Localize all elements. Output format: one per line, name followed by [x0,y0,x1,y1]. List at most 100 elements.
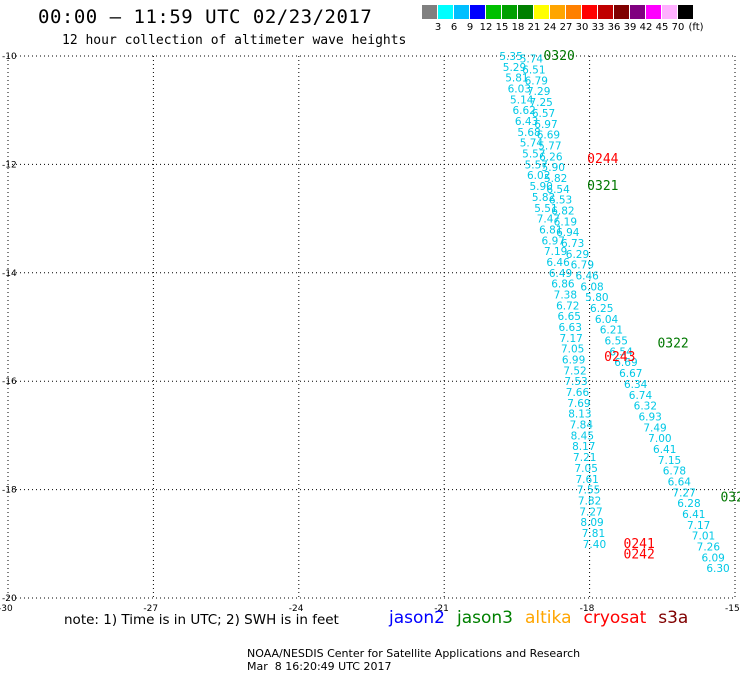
pass-time-label: 0242 [624,548,655,563]
swh-value: 6.28 [677,498,700,510]
legend-label: 15 [495,22,509,33]
swh-value: 6.41 [653,444,676,456]
swh-value: 6.79 [571,260,594,272]
swh-value: 6.64 [668,476,692,488]
swh-value: 6.19 [554,216,577,228]
satellite-legend: jason2 jason3 altika cryosat s3a [389,608,700,628]
lat-tick-label: -16 [2,377,17,387]
legend-swatch [630,5,646,19]
swh-value: 7.84 [570,420,594,432]
swh-value: 6.43 [515,116,538,128]
swh-value: 5.74 [520,54,544,66]
swh-value: 6.08 [580,281,603,293]
swh-value: 7.19 [544,246,567,258]
legend-swatch [582,5,598,19]
lon-tick-label: -30 [0,604,13,614]
swh-value: 7.27 [672,487,695,499]
swh-value: 8.45 [571,430,594,442]
swh-value: 8.13 [568,409,591,421]
swh-value: 7.66 [566,387,590,399]
swh-value: 6.34 [624,379,648,391]
swh-value: 6.97 [542,235,565,247]
swh-value: 6.99 [562,355,585,367]
swh-value: 5.29 [503,62,526,74]
swh-value: 6.03 [508,84,531,96]
swh-value: 7.00 [648,433,671,445]
legend-unit: (ft) [688,22,704,33]
legend-label: 21 [527,22,541,33]
swh-value: 6.69 [537,130,560,142]
color-scale-labels: 3 6 9 12 15 18 21 24 27 30 33 36 39 42 45 70 (ft) [422,22,740,36]
legend-swatch [422,5,438,19]
legend-swatch [518,5,534,19]
swh-value: 6.63 [559,322,582,334]
pass-time-label: 0320 [544,49,575,64]
swh-value: 6.29 [566,249,589,261]
altimeter-map: -10 -12 -14 -16 -18 -20-30 -27 -24 -21 -18 -15 5.3… [0,49,740,614]
legend-swatch [454,5,470,19]
color-scale-legend: 3 6 9 12 15 18 21 24 27 30 33 36 39 42 45 70 (ft) [422,5,740,36]
swh-value: 6.51 [522,65,545,77]
swh-value: 6.72 [556,300,579,312]
swh-value: 5.68 [517,127,540,139]
swh-value: 7.25 [529,97,552,109]
swh-value: 7.69 [567,398,590,410]
swh-value: 7.82 [578,495,601,507]
grid-layer [7,55,736,599]
footer: NOAA/NESDIS Center for Satellite Applica… [240,634,608,673]
swh-value: 6.74 [629,390,653,402]
swh-value: 5.77 [538,140,561,152]
swh-value: 7.40 [583,539,606,551]
swh-value: 7.52 [563,365,586,377]
legend-swatch [646,5,662,19]
swh-value: 6.04 [595,314,619,326]
legend-label: 45 [655,22,669,33]
legend-swatch [614,5,630,19]
swh-value: 5.80 [585,292,608,304]
swh-value: 7.61 [575,474,598,486]
swh-value: 5.74 [520,138,544,150]
legend-label: 27 [559,22,573,33]
swh-value: 6.25 [590,303,613,315]
swh-value: 6.81 [539,224,562,236]
lon-tick-label: -27 [143,604,158,614]
swh-value: 7.05 [575,463,598,475]
pass-time-label: 0241 [624,537,655,552]
swh-value: 6.46 [546,257,570,269]
swh-value: 7.38 [554,289,577,301]
swh-value: 7.81 [582,528,605,540]
swh-value: 5.82 [532,192,555,204]
swh-value: 7.17 [559,333,582,345]
lon-tick-label: -15 [725,604,740,614]
swh-value: 8.17 [572,441,595,453]
legend-label: 6 [450,22,458,33]
lat-tick-label: -12 [2,160,17,170]
swh-value: 6.46 [575,271,599,283]
lon-tick-label: -18 [580,604,595,614]
swh-value: 7.05 [561,344,584,356]
legend-swatch [470,5,486,19]
color-scale-bar [422,5,740,19]
page-subtitle: 12 hour collection of altimeter wave hei… [62,33,407,48]
swh-value: 6.65 [558,311,581,323]
swh-value: 8.09 [580,517,603,529]
data-layer: 5.355.295.816.035.146.626.435.685.745.57… [499,51,729,575]
swh-value: 6.30 [706,563,729,575]
legend-swatch [502,5,518,19]
swh-value: 7.55 [577,485,600,497]
swh-value: 5.51 [534,203,557,215]
legend-swatch [662,5,678,19]
swh-value: 6.94 [556,227,580,239]
swh-value: 6.02 [527,170,550,182]
legend-swatch [534,5,550,19]
legend-label: 30 [575,22,589,33]
legend-label: 18 [511,22,525,33]
swh-value: 6.69 [614,357,637,369]
legend-label: 36 [607,22,621,33]
legend-label: 42 [639,22,653,33]
swh-value: 5.90 [542,162,565,174]
swh-value: 5.81 [505,73,528,85]
swh-value: 7.17 [687,520,710,532]
swh-value: 6.93 [638,411,661,423]
